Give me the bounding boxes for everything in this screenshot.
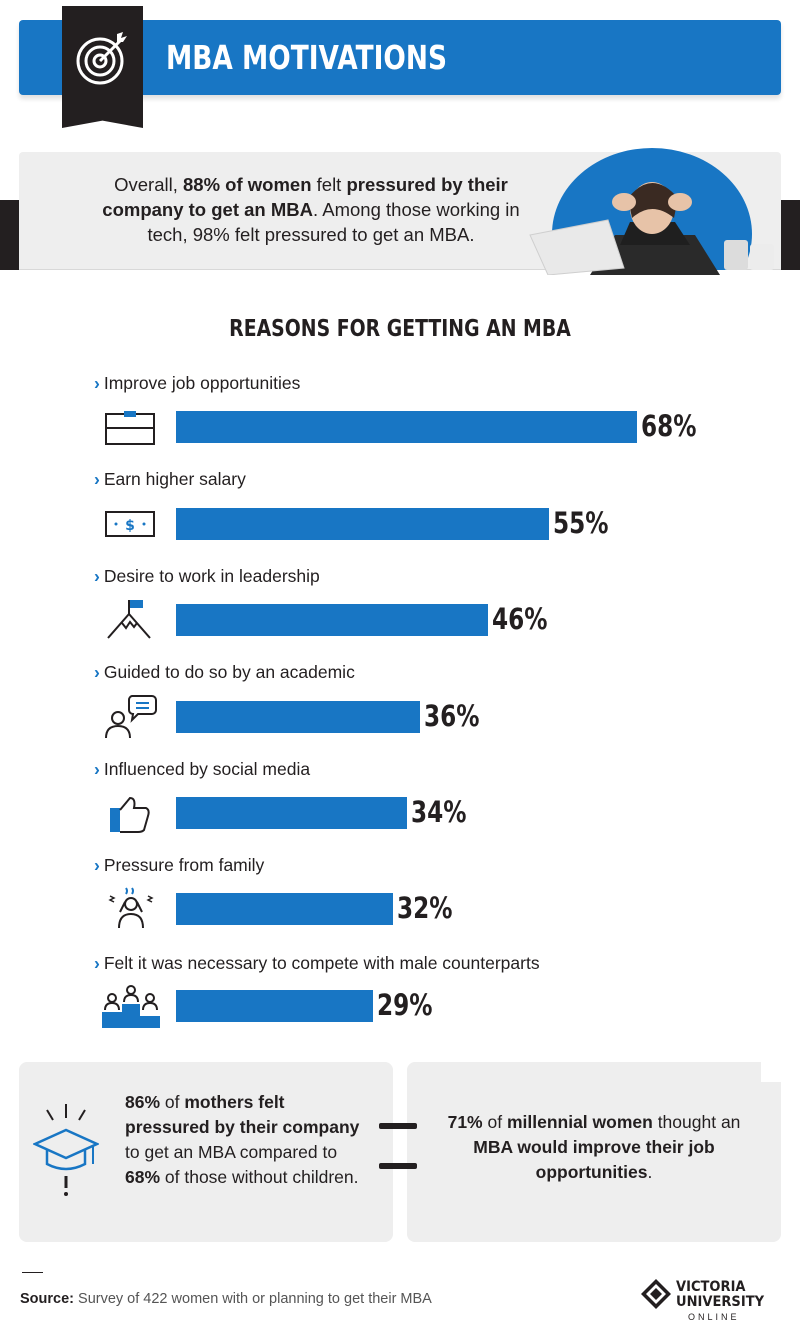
stat-text-part: to get an MBA compared to: [125, 1142, 338, 1162]
source-text: Survey of 422 women with or planning to …: [74, 1291, 432, 1307]
category-text: Influenced by social media: [103, 759, 311, 779]
logo-subtitle: ONLINE: [688, 1312, 740, 1322]
stat-text-part: .: [647, 1162, 653, 1182]
thumbs-up-icon: [110, 796, 150, 833]
mothers-stat-panel: 86% of mothers felt pressured by their c…: [19, 1062, 393, 1242]
dollar-bill-icon: $: [105, 511, 155, 537]
bar-value-label: 46%: [492, 602, 548, 636]
intro-highlight: 88% of women: [183, 174, 312, 195]
svg-text:$: $: [125, 518, 135, 534]
bar: [176, 990, 373, 1022]
chevron-right-icon: ›: [94, 855, 100, 875]
target-icon: [76, 32, 127, 85]
millennial-stat-text: 71% of millennial women thought an MBA w…: [447, 1110, 741, 1185]
chevron-right-icon: ›: [94, 953, 100, 973]
footer-divider: [22, 1272, 43, 1273]
intro-highlight: pressured by their company to get an MBA: [102, 174, 508, 220]
equals-bar: [379, 1163, 417, 1169]
stat-text-part: thought an: [652, 1112, 741, 1132]
logo-wordmark: VICTORIA UNIVERSITY: [676, 1280, 764, 1310]
bar-value-label: 36%: [424, 699, 480, 733]
right-side-tab: [780, 200, 800, 270]
chevron-right-icon: ›: [94, 373, 100, 393]
bar-value-label: 68%: [641, 409, 697, 443]
millennial-stat-panel: 71% of millennial women thought an MBA w…: [407, 1062, 781, 1242]
mountain-flag-icon: [107, 600, 151, 639]
speech-bubble-person-icon: [105, 695, 157, 739]
stat-highlight: 68%: [125, 1167, 161, 1187]
category-label: › Felt it was necessary to compete with m…: [94, 953, 540, 974]
source-note: Source: Survey of 422 women with or plan…: [20, 1291, 432, 1307]
bar-value-label: 34%: [411, 795, 467, 829]
bar-value-label: 55%: [553, 506, 609, 540]
chevron-right-icon: ›: [94, 759, 100, 779]
chart-title: REASONS FOR GETTING AN MBA: [229, 316, 571, 342]
category-label: › Improve job opportunities: [94, 373, 300, 394]
chevron-right-icon: ›: [94, 469, 100, 489]
category-text: Desire to work in leadership: [103, 566, 320, 586]
category-label: › Earn higher salary: [94, 469, 246, 490]
category-label: › Pressure from family: [94, 855, 264, 876]
stat-highlight: millennial women: [506, 1112, 653, 1132]
stat-highlight: mothers felt pressured by their company: [125, 1092, 360, 1137]
bar: [176, 411, 637, 443]
intro-text-part: . Among those working in tech, 98% felt …: [147, 199, 520, 245]
logo-line: VICTORIA: [676, 1279, 746, 1295]
briefcase-icon: [105, 411, 155, 445]
category-text: Pressure from family: [103, 855, 265, 875]
category-text: Earn higher salary: [103, 469, 246, 489]
page-title: MBA MOTIVATIONS: [166, 38, 447, 77]
mothers-stat-text: 86% of mothers felt pressured by their c…: [125, 1090, 365, 1190]
bar: [176, 893, 393, 925]
stat-highlight: 71%: [447, 1112, 483, 1132]
stat-highlight: MBA would improve their job opportunitie…: [473, 1137, 715, 1182]
bar: [176, 508, 549, 540]
category-text: Guided to do so by an academic: [103, 662, 355, 682]
category-text: Felt it was necessary to compete with ma…: [103, 953, 540, 973]
stat-highlight: 86%: [125, 1092, 161, 1112]
stat-text-part: of: [160, 1092, 185, 1112]
intro-text-part: felt: [311, 174, 347, 195]
stat-text-part: of those without children.: [160, 1167, 359, 1187]
category-label: › Desire to work in leadership: [94, 566, 320, 587]
bar: [176, 604, 488, 636]
equals-bar: [379, 1123, 417, 1129]
intro-text-part: Overall,: [114, 174, 183, 195]
category-label: › Influenced by social media: [94, 759, 310, 780]
bar: [176, 701, 420, 733]
bar: [176, 797, 407, 829]
header-ribbon: [62, 6, 143, 128]
intro-text: Overall, 88% of women felt pressured by …: [91, 172, 531, 247]
stat-text-part: of: [482, 1112, 507, 1132]
panel-corner-notch: [761, 1062, 783, 1082]
logo-line: UNIVERSITY: [676, 1294, 765, 1310]
header-bar: [19, 20, 781, 95]
stressed-person-icon: [108, 887, 154, 929]
bar-value-label: 32%: [397, 891, 453, 925]
equals-icon: [379, 1123, 417, 1173]
graduation-cap-icon: [33, 1104, 99, 1196]
source-label: Source:: [20, 1291, 74, 1307]
podium-icon: [102, 985, 160, 1028]
bar-value-label: 29%: [377, 988, 433, 1022]
category-text: Improve job opportunities: [103, 373, 301, 393]
logo-mark-icon: [641, 1279, 671, 1309]
victoria-university-logo: VICTORIA UNIVERSITY ONLINE: [640, 1278, 770, 1324]
chevron-right-icon: ›: [94, 662, 100, 682]
chevron-right-icon: ›: [94, 566, 100, 586]
category-label: › Guided to do so by an academic: [94, 662, 355, 683]
stressed-woman-illustration: [520, 148, 782, 275]
left-side-tab: [0, 200, 20, 270]
